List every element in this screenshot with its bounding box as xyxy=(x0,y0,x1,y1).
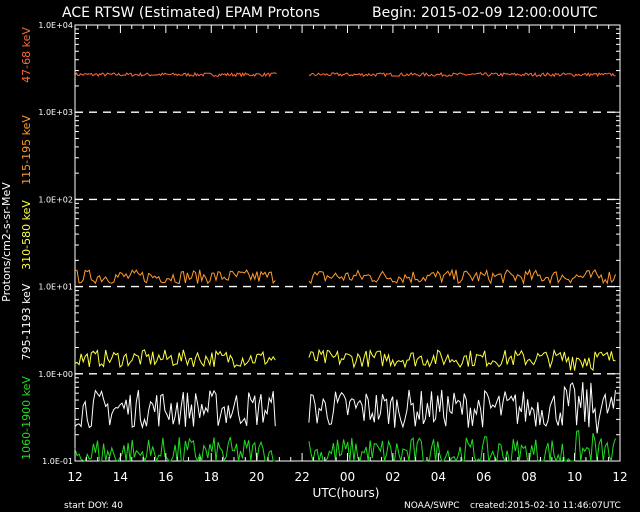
legend-label: 115-195 keV xyxy=(20,115,33,185)
y-tick-label: 1.0E+03 xyxy=(38,108,73,117)
y-tick-label: 1.0E+01 xyxy=(38,283,73,292)
created-timestamp: created:2015-02-10 11:46:07UTC xyxy=(470,501,621,511)
x-tick-label: 06 xyxy=(476,470,491,484)
series-trace xyxy=(74,71,277,78)
x-axis: 12 14 16 18 20 22 00 02 04 06 08 10 12 xyxy=(67,25,628,484)
x-tick-label: 14 xyxy=(113,470,128,484)
grid-lines xyxy=(75,111,620,375)
series-trace xyxy=(308,382,616,434)
x-tick-label: 12 xyxy=(612,470,627,484)
y-tick-label: 1.0E-01 xyxy=(42,457,73,466)
series-trace xyxy=(308,430,616,463)
x-tick-label: 04 xyxy=(431,470,446,484)
chart-title: ACE RTSW (Estimated) EPAM Protons xyxy=(62,5,320,21)
y-axis: 1.0E-01 1.0E+00 1.0E+01 1.0E+02 1.0E+03 1.0E+… xyxy=(38,21,620,466)
series-trace xyxy=(74,436,276,463)
x-tick-label: 18 xyxy=(204,470,219,484)
x-tick-label: 22 xyxy=(294,470,309,484)
y-tick-label: 1.0E+04 xyxy=(38,21,73,30)
series-trace xyxy=(308,71,616,78)
series-trace xyxy=(308,268,616,286)
series-trace xyxy=(308,348,616,372)
series-trace xyxy=(74,389,276,430)
legend-label: 1060-1900 keV xyxy=(20,376,33,460)
x-tick-label: 08 xyxy=(522,470,537,484)
x-tick-label: 12 xyxy=(67,470,82,484)
x-tick-label: 16 xyxy=(158,470,173,484)
start-doy: start DOY: 40 xyxy=(64,501,123,511)
legend-label: 310-580 keV xyxy=(20,200,33,270)
legend-label: 795-1193 keV xyxy=(20,283,33,360)
y-tick-label: 1.0E+02 xyxy=(38,195,73,204)
series-group xyxy=(74,71,616,463)
series-trace xyxy=(74,269,276,285)
x-axis-label: UTC(hours) xyxy=(313,486,380,500)
series-legend: 47-68 keV 115-195 keV 310-580 keV 795-1193 … xyxy=(20,27,33,460)
begin-time: Begin: 2015-02-09 12:00:00UTC xyxy=(372,5,598,21)
y-tick-label: 1.0E+00 xyxy=(38,370,73,379)
x-tick-label: 20 xyxy=(249,470,264,484)
legend-label: 47-68 keV xyxy=(20,27,33,83)
x-tick-label: 00 xyxy=(340,470,355,484)
series-trace xyxy=(74,349,276,369)
x-tick-label: 02 xyxy=(385,470,400,484)
y-axis-label: Protons/cm2-s-sr-MeV xyxy=(0,182,13,302)
x-tick-label: 10 xyxy=(567,470,582,484)
agency-label: NOAA/SWPC xyxy=(404,501,460,511)
